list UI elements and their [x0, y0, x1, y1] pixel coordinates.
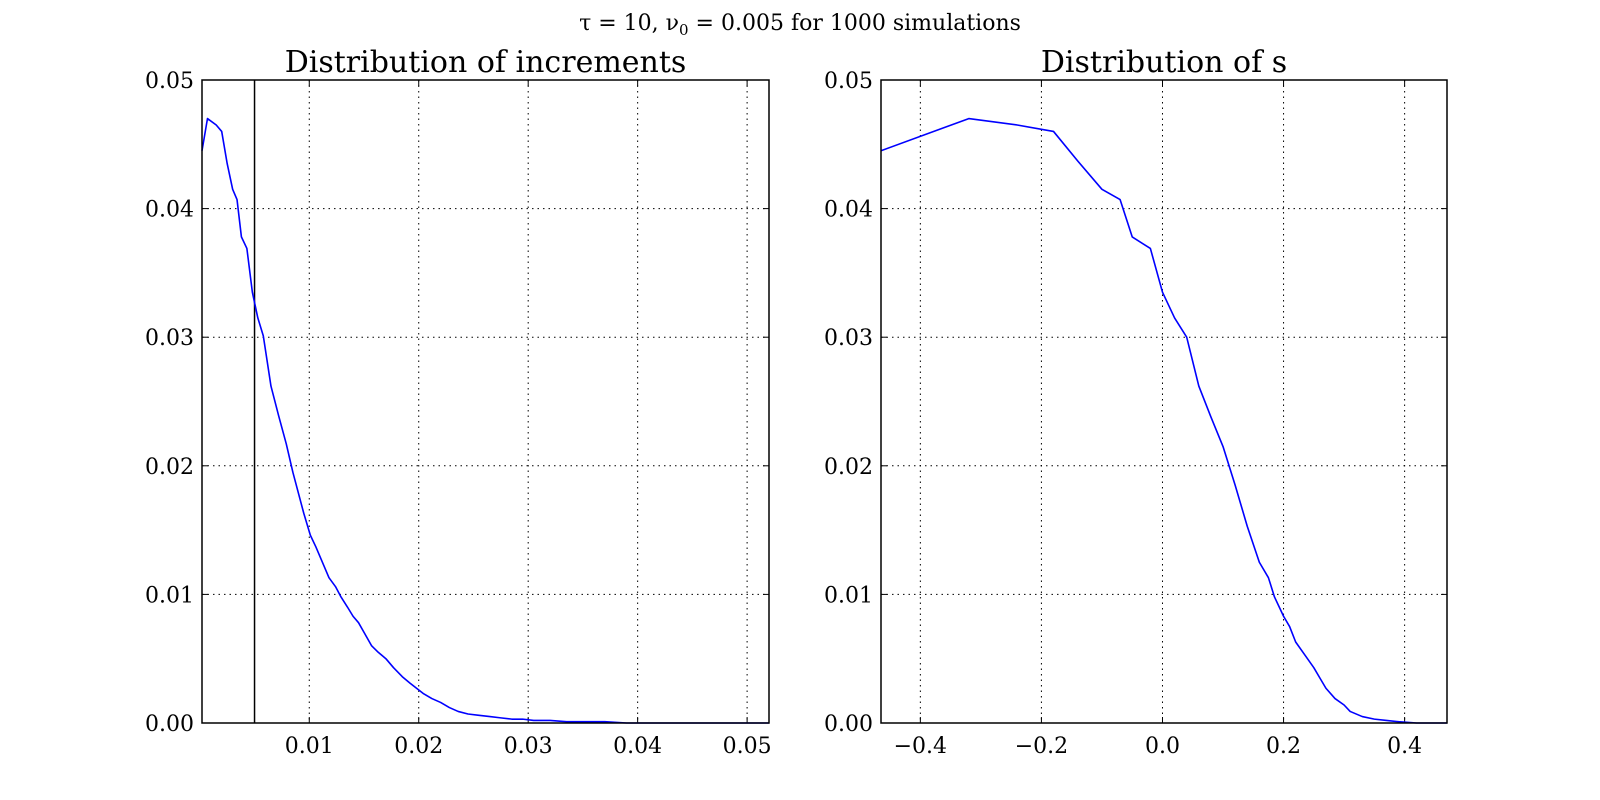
suptitle-prefix: τ = 10, ν	[579, 11, 679, 36]
increments-series-line-0	[201, 117, 769, 724]
suptitle-subscript: 0	[679, 21, 689, 39]
s-ytick-label-2: 0.02	[824, 455, 873, 480]
increments-ytick-label-5: 0.05	[145, 69, 194, 94]
increments-ytick-label-4: 0.04	[145, 198, 194, 223]
s-series-line-0	[880, 117, 1447, 724]
s-ytick-label-4: 0.04	[824, 198, 873, 223]
figure-suptitle: τ = 10, ν0 = 0.005 for 1000 simulations	[579, 11, 1021, 39]
s-ytick-label-1: 0.01	[824, 583, 873, 608]
increments-xtick-label-1: 0.02	[394, 734, 443, 759]
increments-ytick-label-3: 0.03	[145, 326, 194, 351]
increments-panel: Distribution of increments 0.01 0.02 0.03 0…	[145, 45, 772, 759]
increments-panel-title: Distribution of increments	[285, 45, 687, 80]
increments-xtick-label-0: 0.01	[285, 734, 334, 759]
s-xtick-label-0: −0.4	[894, 734, 947, 759]
increments-xtick-label-4: 0.05	[723, 734, 772, 759]
s-panel-title: Distribution of s	[1041, 45, 1287, 80]
s-xtick-label-1: −0.2	[1015, 734, 1068, 759]
increments-ytick-label-0: 0.00	[145, 712, 194, 737]
increments-ytick-label-2: 0.02	[145, 455, 194, 480]
s-xtick-label-2: 0.0	[1145, 734, 1180, 759]
s-xtick-label-4: 0.4	[1387, 734, 1422, 759]
increments-xtick-label-3: 0.04	[613, 734, 662, 759]
s-ytick-label-3: 0.03	[824, 326, 873, 351]
increments-xtick-label-2: 0.03	[504, 734, 553, 759]
s-ytick-label-0: 0.00	[824, 712, 873, 737]
s-panel: Distribution of s −0.4 −0.2 0.0 0.2 0.4 0.00 0…	[824, 45, 1448, 759]
s-axes-frame	[880, 79, 1448, 724]
s-ytick-label-5: 0.05	[824, 69, 873, 94]
suptitle-suffix: = 0.005 for 1000 simulations	[689, 11, 1021, 36]
s-xtick-label-3: 0.2	[1266, 734, 1301, 759]
increments-ytick-label-1: 0.01	[145, 583, 194, 608]
increments-axes-frame	[201, 79, 770, 724]
